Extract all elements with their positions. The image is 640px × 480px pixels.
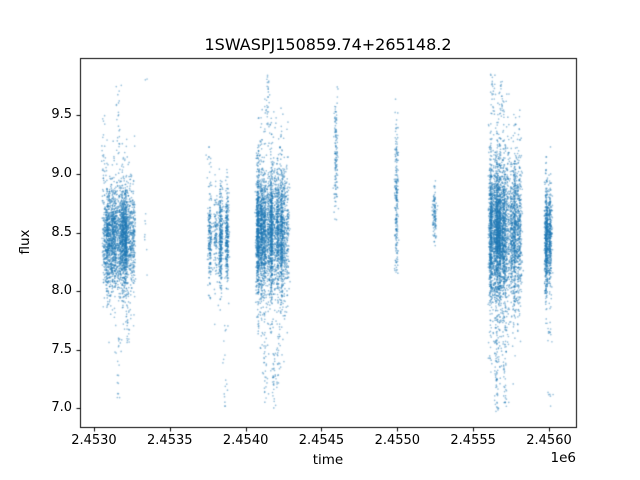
y-tick-label: 8.0: [51, 283, 72, 299]
x-tick-label: 2.4530: [71, 433, 117, 448]
x-tick-label: 2.4555: [450, 433, 496, 448]
x-tick-label: 2.4560: [526, 433, 572, 448]
x-tick-label: 2.4535: [147, 433, 193, 448]
y-tick-label: 7.0: [51, 400, 72, 416]
y-tick-label: 7.5: [51, 341, 72, 357]
chart-title: 1SWASPJ150859.74+265148.2: [204, 35, 452, 54]
y-tick-label: 9.0: [51, 165, 72, 181]
x-tick-label: 2.4545: [298, 433, 345, 448]
x-axis-offset-label: 1e6: [550, 450, 576, 466]
y-tick-label: 8.5: [51, 224, 72, 240]
y-tick-label: 9.5: [51, 107, 72, 123]
x-tick-label: 2.4550: [374, 433, 421, 448]
x-axis-label: time: [312, 452, 344, 468]
x-tick-label: 2.4540: [222, 433, 269, 448]
